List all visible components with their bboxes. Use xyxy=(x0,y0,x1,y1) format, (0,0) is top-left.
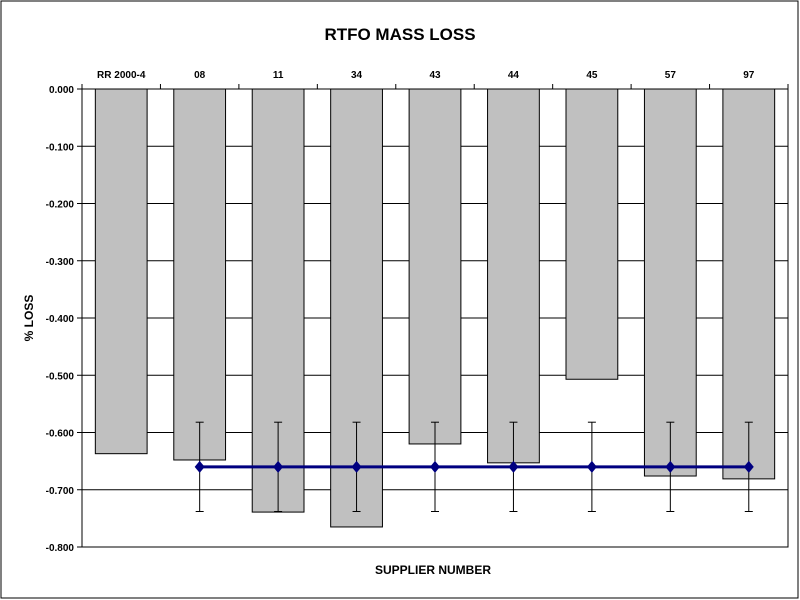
y-tick-label: -0.200 xyxy=(46,200,75,211)
y-tick-label: -0.500 xyxy=(46,371,75,382)
mean-marker xyxy=(273,460,284,473)
mean-marker xyxy=(586,460,597,473)
mean-marker xyxy=(194,460,205,473)
chart-title: RTFO MASS LOSS xyxy=(324,25,475,44)
bar-43 xyxy=(408,88,462,445)
x-tick-label: 08 xyxy=(194,70,206,81)
bar-97 xyxy=(722,88,776,480)
mean-marker xyxy=(665,460,676,473)
y-tick-label: -0.700 xyxy=(46,486,75,497)
x-tick-label: 43 xyxy=(429,70,441,81)
x-tick-label: RR 2000-4 xyxy=(97,70,146,81)
x-tick-label: 57 xyxy=(665,70,677,81)
mean-marker xyxy=(351,460,362,473)
y-tick-label: -0.600 xyxy=(46,429,75,440)
mean-marker xyxy=(743,460,754,473)
y-axis-label: % LOSS xyxy=(22,295,36,342)
y-tick-label: -0.800 xyxy=(46,543,75,554)
mean-marker xyxy=(430,460,440,473)
y-tick-label: -0.100 xyxy=(46,142,75,153)
bar-08 xyxy=(173,88,227,461)
bar-57 xyxy=(643,88,697,477)
y-tick-label: -0.400 xyxy=(46,314,75,325)
x-tick-label: 44 xyxy=(508,70,520,81)
y-tick-label: -0.300 xyxy=(46,257,75,268)
bar-45 xyxy=(565,88,619,380)
x-tick-label: 97 xyxy=(743,70,755,81)
bar-44 xyxy=(487,88,540,464)
x-tick-label: 45 xyxy=(586,70,598,81)
y-tick-label: 0.000 xyxy=(49,85,74,96)
x-tick-label: 34 xyxy=(351,70,363,81)
bar-RR 2000-4 xyxy=(94,88,148,455)
x-tick-label: 11 xyxy=(273,70,284,81)
mean-marker xyxy=(508,460,519,473)
x-axis-label: SUPPLIER NUMBER xyxy=(375,563,491,577)
